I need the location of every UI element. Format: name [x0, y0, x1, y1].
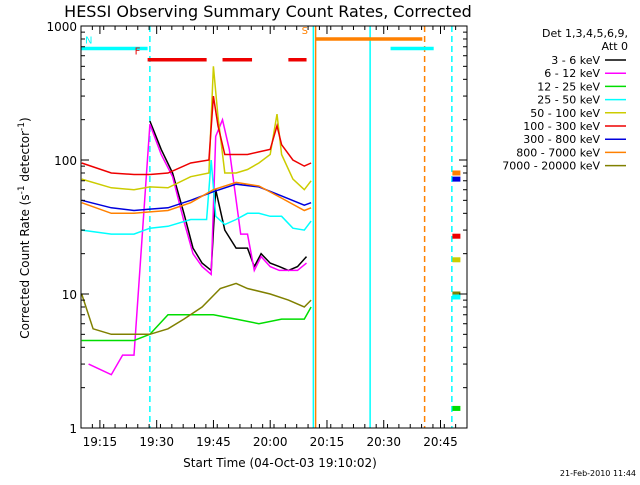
plot-layer: N F S: [80, 26, 461, 428]
series-line-8: [81, 181, 312, 215]
x-tick-label: 19:30: [139, 435, 174, 449]
flag-label-N: N: [85, 35, 92, 46]
x-tick-label: 19:15: [83, 435, 118, 449]
x-tick-label: 19:45: [196, 435, 231, 449]
series-line-5: [81, 66, 312, 191]
x-tick-label: 20:00: [253, 435, 288, 449]
legend-label: 800 - 7000 keV: [516, 146, 600, 159]
plot-frame: [80, 25, 468, 429]
x-axis: 19:15 19:30 19:45 20:00 20:15 20:30 20:45: [83, 26, 458, 449]
series-line-9: [80, 282, 312, 336]
y-tick-label: 100: [54, 154, 77, 168]
series-line-3: [81, 306, 312, 342]
legend-header-line2: Att 0: [602, 40, 628, 53]
series-line-1: [149, 120, 308, 272]
legend-label: 7000 - 20000 keV: [502, 160, 600, 173]
y-axis-label: Corrected Count Rate (s-1 detector-1): [17, 117, 32, 338]
legend-label: 3 - 6 keV: [551, 54, 600, 67]
footer-timestamp: 21-Feb-2010 11:44: [560, 469, 636, 478]
y-axis-label-mid: detector: [18, 131, 32, 186]
legend-header-line1: Det 1,3,4,5,6,9,: [542, 27, 628, 40]
flag-label-S: S: [302, 26, 308, 37]
y-axis-label-sup2: -1: [17, 122, 27, 131]
legend-label: 6 - 12 keV: [544, 67, 600, 80]
x-axis-label: Start Time (04-Oct-03 19:10:02): [183, 456, 377, 470]
y-axis-label-main: Corrected Count Rate (s: [18, 194, 32, 338]
legend-label: 300 - 800 keV: [523, 133, 600, 146]
series-line-4: [81, 159, 312, 235]
series-line-2: [88, 117, 307, 376]
y-axis-label-sup1: -1: [17, 185, 27, 194]
y-axis: 1 10 100 1000: [46, 20, 467, 436]
y-tick-label: 1000: [46, 20, 77, 34]
y-tick-label: 1: [69, 422, 77, 436]
x-tick-label: 20:15: [310, 435, 345, 449]
legend-label: 100 - 300 keV: [523, 120, 600, 133]
chart-title: HESSI Observing Summary Count Rates, Cor…: [64, 2, 472, 21]
flag-label-F: F: [135, 47, 141, 58]
y-axis-label-end: ): [18, 117, 32, 122]
y-tick-label: 10: [62, 288, 77, 302]
series-line-6: [81, 95, 312, 176]
legend-label: 12 - 25 keV: [537, 80, 600, 93]
x-tick-label: 20:45: [423, 435, 458, 449]
legend-label: 25 - 50 keV: [537, 94, 600, 107]
legend-label: 50 - 100 keV: [530, 107, 600, 120]
x-tick-label: 20:30: [366, 435, 401, 449]
